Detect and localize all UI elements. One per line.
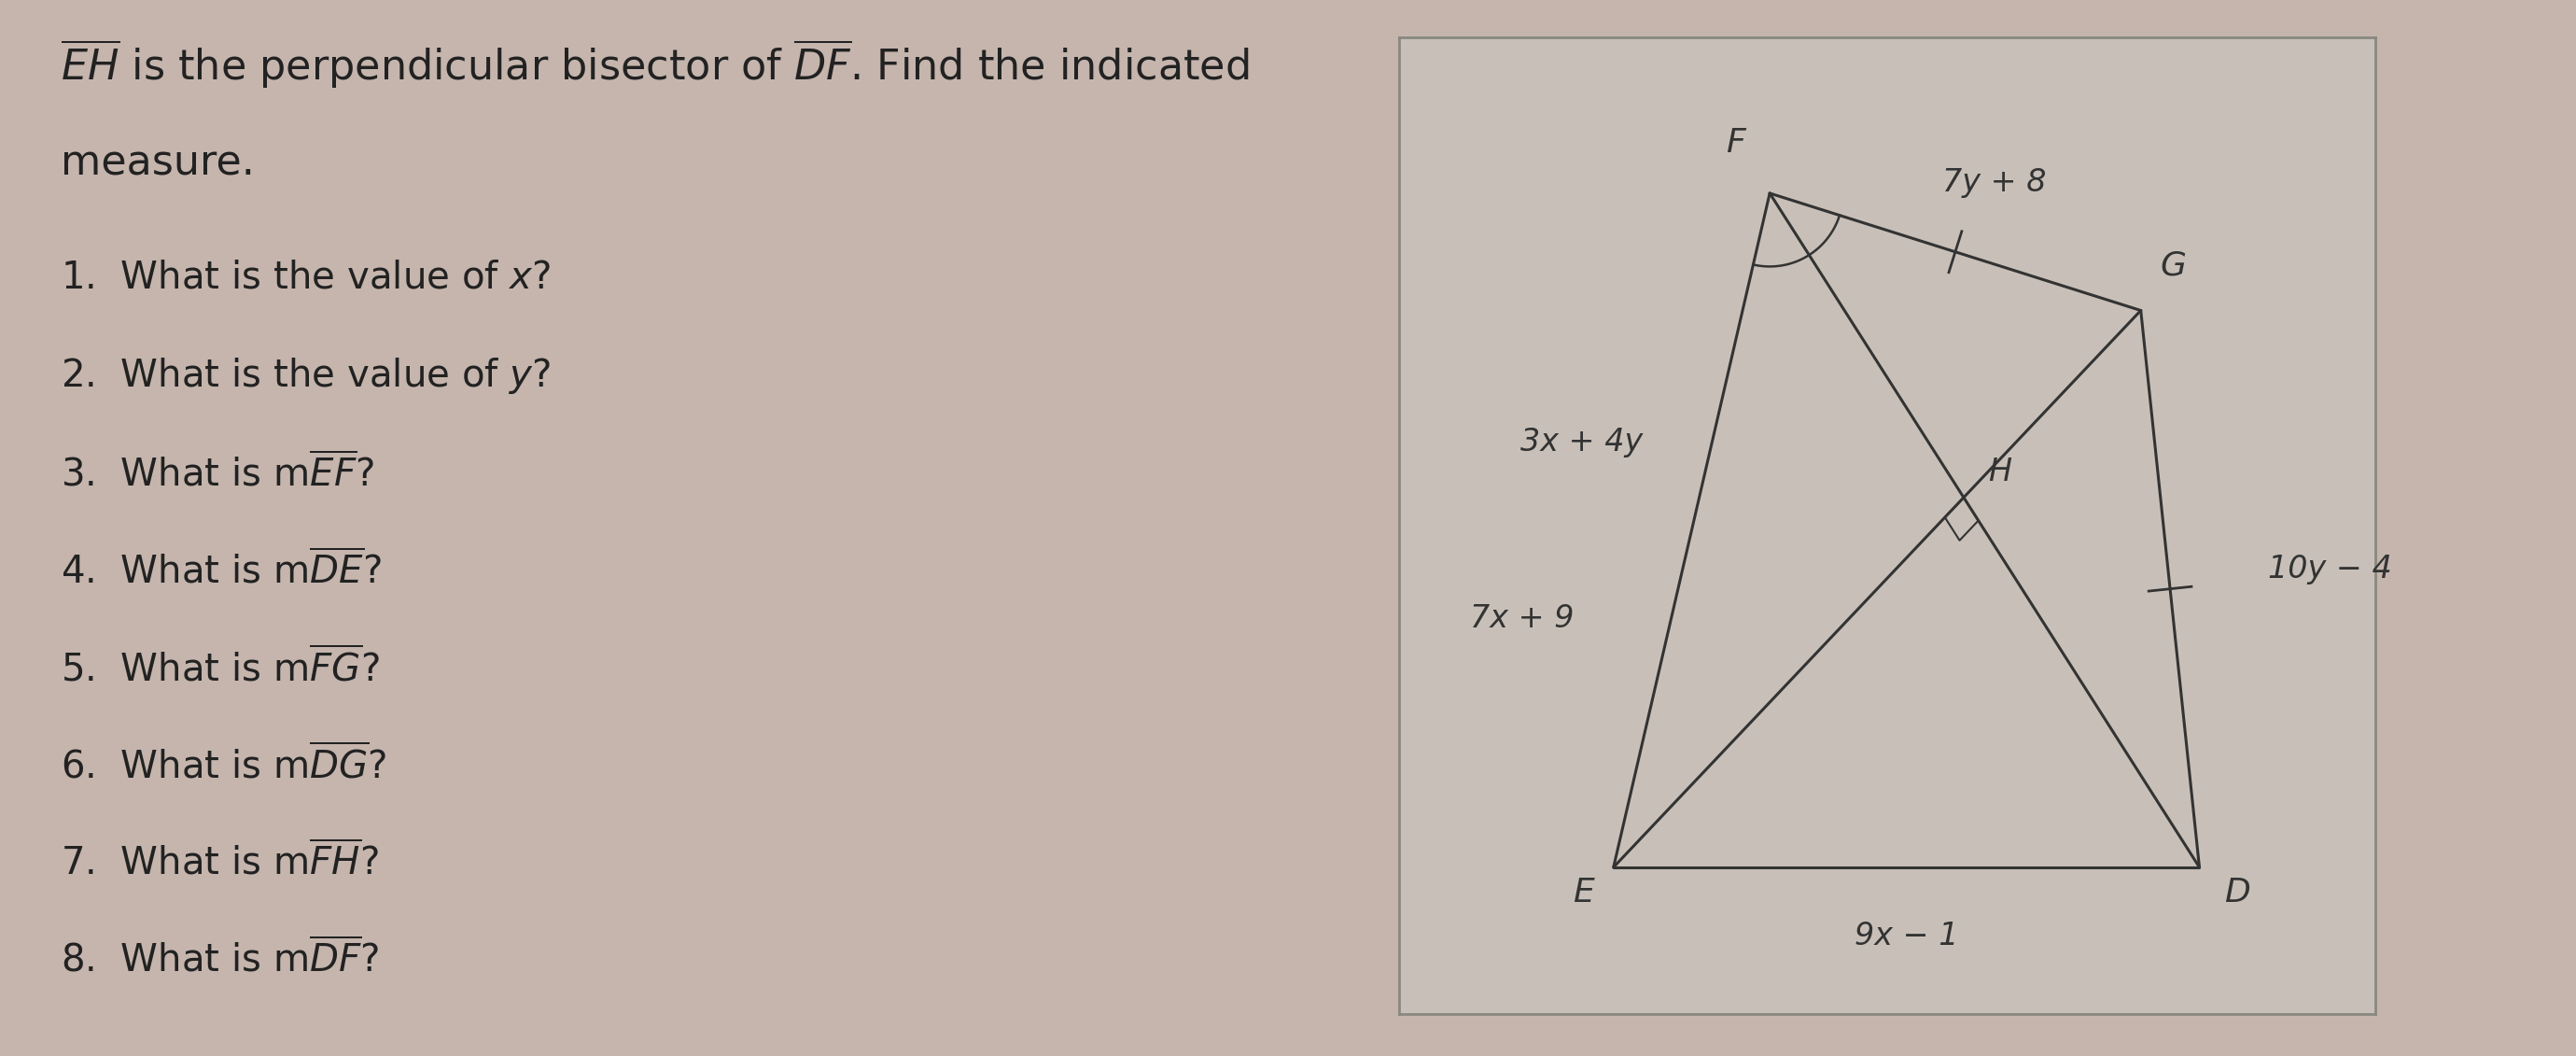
- Text: 8.  What is m$\overline{DF}$?: 8. What is m$\overline{DF}$?: [62, 939, 379, 980]
- Text: 7y + 8: 7y + 8: [1942, 167, 2045, 199]
- Text: F: F: [1726, 128, 1747, 159]
- Text: measure.: measure.: [62, 143, 255, 183]
- Text: 5.  What is m$\overline{FG}$?: 5. What is m$\overline{FG}$?: [62, 647, 379, 690]
- Text: $\overline{EH}$ is the perpendicular bisector of $\overline{DF}$. Find the indic: $\overline{EH}$ is the perpendicular bis…: [62, 37, 1249, 90]
- Text: D: D: [2223, 876, 2249, 909]
- Text: 4.  What is m$\overline{DE}$?: 4. What is m$\overline{DE}$?: [62, 550, 381, 591]
- Text: 1.  What is the value of $x$?: 1. What is the value of $x$?: [62, 259, 551, 296]
- Text: 2.  What is the value of $y$?: 2. What is the value of $y$?: [62, 356, 551, 396]
- Text: 7.  What is m$\overline{FH}$?: 7. What is m$\overline{FH}$?: [62, 842, 379, 883]
- Text: 6.  What is m$\overline{DG}$?: 6. What is m$\overline{DG}$?: [62, 744, 386, 787]
- Text: E: E: [1571, 876, 1595, 909]
- Text: 9x − 1: 9x − 1: [1855, 921, 1958, 951]
- Text: 10y − 4: 10y − 4: [2267, 554, 2391, 585]
- Text: 3.  What is m$\overline{EF}$?: 3. What is m$\overline{EF}$?: [62, 453, 374, 494]
- Text: H: H: [1989, 457, 2012, 488]
- Text: G: G: [2161, 249, 2187, 281]
- Text: 3x + 4y: 3x + 4y: [1520, 427, 1643, 457]
- Text: 7x + 9: 7x + 9: [1471, 603, 1574, 634]
